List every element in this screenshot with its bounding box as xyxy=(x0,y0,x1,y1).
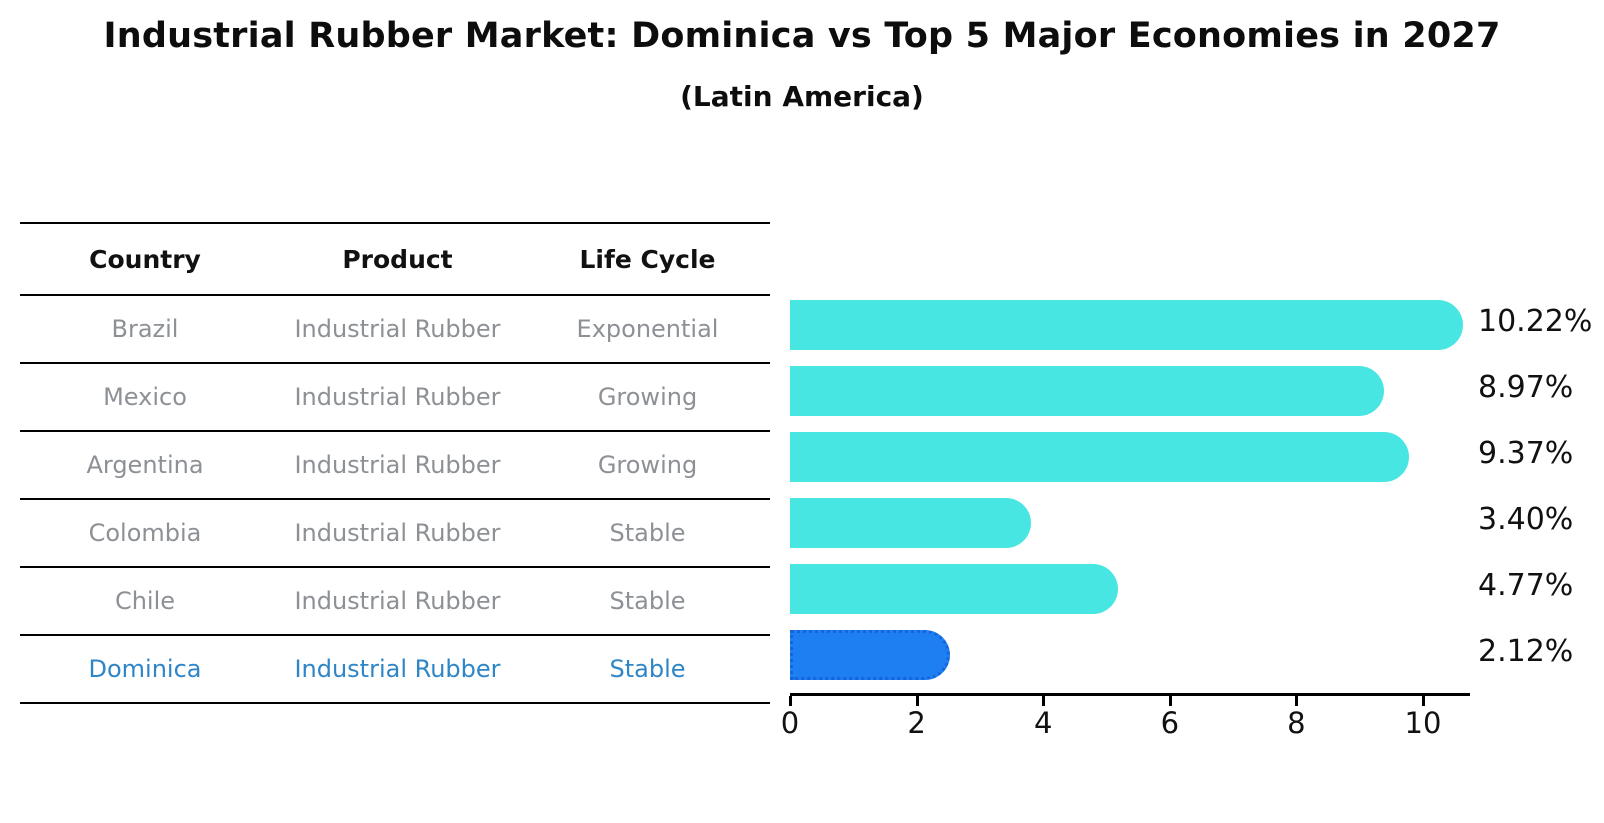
value-label-mexico: 8.97% xyxy=(1478,370,1574,405)
bar-dominica xyxy=(790,630,951,680)
table-header-product: Product xyxy=(342,244,453,274)
bar-argentina xyxy=(790,432,1410,482)
x-tick-label: 4 xyxy=(1033,706,1053,740)
cell-country: Argentina xyxy=(86,451,204,479)
table-header-country: Country xyxy=(89,244,201,274)
value-label-brazil: 10.22% xyxy=(1478,304,1593,339)
bar-brazil xyxy=(790,300,1463,350)
value-label-colombia: 3.40% xyxy=(1478,502,1574,537)
cell-product: Industrial Rubber xyxy=(294,315,501,343)
cell-product: Industrial Rubber xyxy=(294,519,501,547)
cell-country: Dominica xyxy=(88,655,202,683)
cell-country: Chile xyxy=(114,587,176,615)
cell-life-cycle: Stable xyxy=(609,587,686,615)
table-row-brazil: Brazil Industrial Rubber Exponential xyxy=(20,296,770,364)
cell-life-cycle: Growing xyxy=(597,383,698,411)
x-tick-mark xyxy=(1042,696,1046,706)
x-tick-mark xyxy=(789,696,792,706)
value-label-dominica: 2.12% xyxy=(1478,634,1574,669)
cell-product: Industrial Rubber xyxy=(294,451,501,479)
x-tick-label: 10 xyxy=(1404,706,1442,740)
cell-product: Industrial Rubber xyxy=(294,655,501,683)
x-tick-mark xyxy=(1422,696,1425,706)
table-header-row: Country Product Life Cycle xyxy=(20,222,770,296)
x-tick-label: 6 xyxy=(1160,706,1180,740)
cell-country: Mexico xyxy=(103,383,187,411)
cell-product: Industrial Rubber xyxy=(294,587,501,615)
table-header-lifecycle: Life Cycle xyxy=(579,244,716,274)
chart-subtitle: (Latin America) xyxy=(680,80,924,113)
value-label-chile: 4.77% xyxy=(1478,568,1574,603)
bar-chile xyxy=(790,564,1118,614)
x-tick-label: 2 xyxy=(907,706,926,740)
bar-mexico xyxy=(790,366,1384,416)
cell-life-cycle: Stable xyxy=(609,655,686,683)
x-tick-label: 0 xyxy=(780,706,800,740)
x-tick-mark xyxy=(915,696,919,706)
x-tick-mark xyxy=(1295,696,1299,706)
table-row-dominica: Dominica Industrial Rubber Stable xyxy=(20,636,770,704)
cell-life-cycle: Exponential xyxy=(576,315,719,343)
cell-life-cycle: Stable xyxy=(609,519,686,547)
country-info-table: Country Product Life Cycle Brazil Industr… xyxy=(20,222,770,704)
table-row-colombia: Colombia Industrial Rubber Stable xyxy=(20,500,770,568)
cell-country: Colombia xyxy=(88,519,202,547)
x-tick-label: 8 xyxy=(1287,706,1306,740)
table-body: Brazil Industrial Rubber Exponential Mexico… xyxy=(20,296,770,704)
table-row-mexico: Mexico Industrial Rubber Growing xyxy=(20,364,770,432)
chart-title: Industrial Rubber Market: Dominica vs To… xyxy=(103,16,1501,56)
table-row-argentina: Argentina Industrial Rubber Growing xyxy=(20,432,770,500)
cell-product: Industrial Rubber xyxy=(294,383,501,411)
bar-colombia xyxy=(790,498,1032,548)
value-label-argentina: 9.37% xyxy=(1478,436,1574,471)
x-axis-line xyxy=(790,693,1470,696)
cell-country: Brazil xyxy=(111,315,179,343)
x-tick-mark xyxy=(1168,696,1172,706)
cell-life-cycle: Growing xyxy=(597,451,698,479)
table-row-chile: Chile Industrial Rubber Stable xyxy=(20,568,770,636)
